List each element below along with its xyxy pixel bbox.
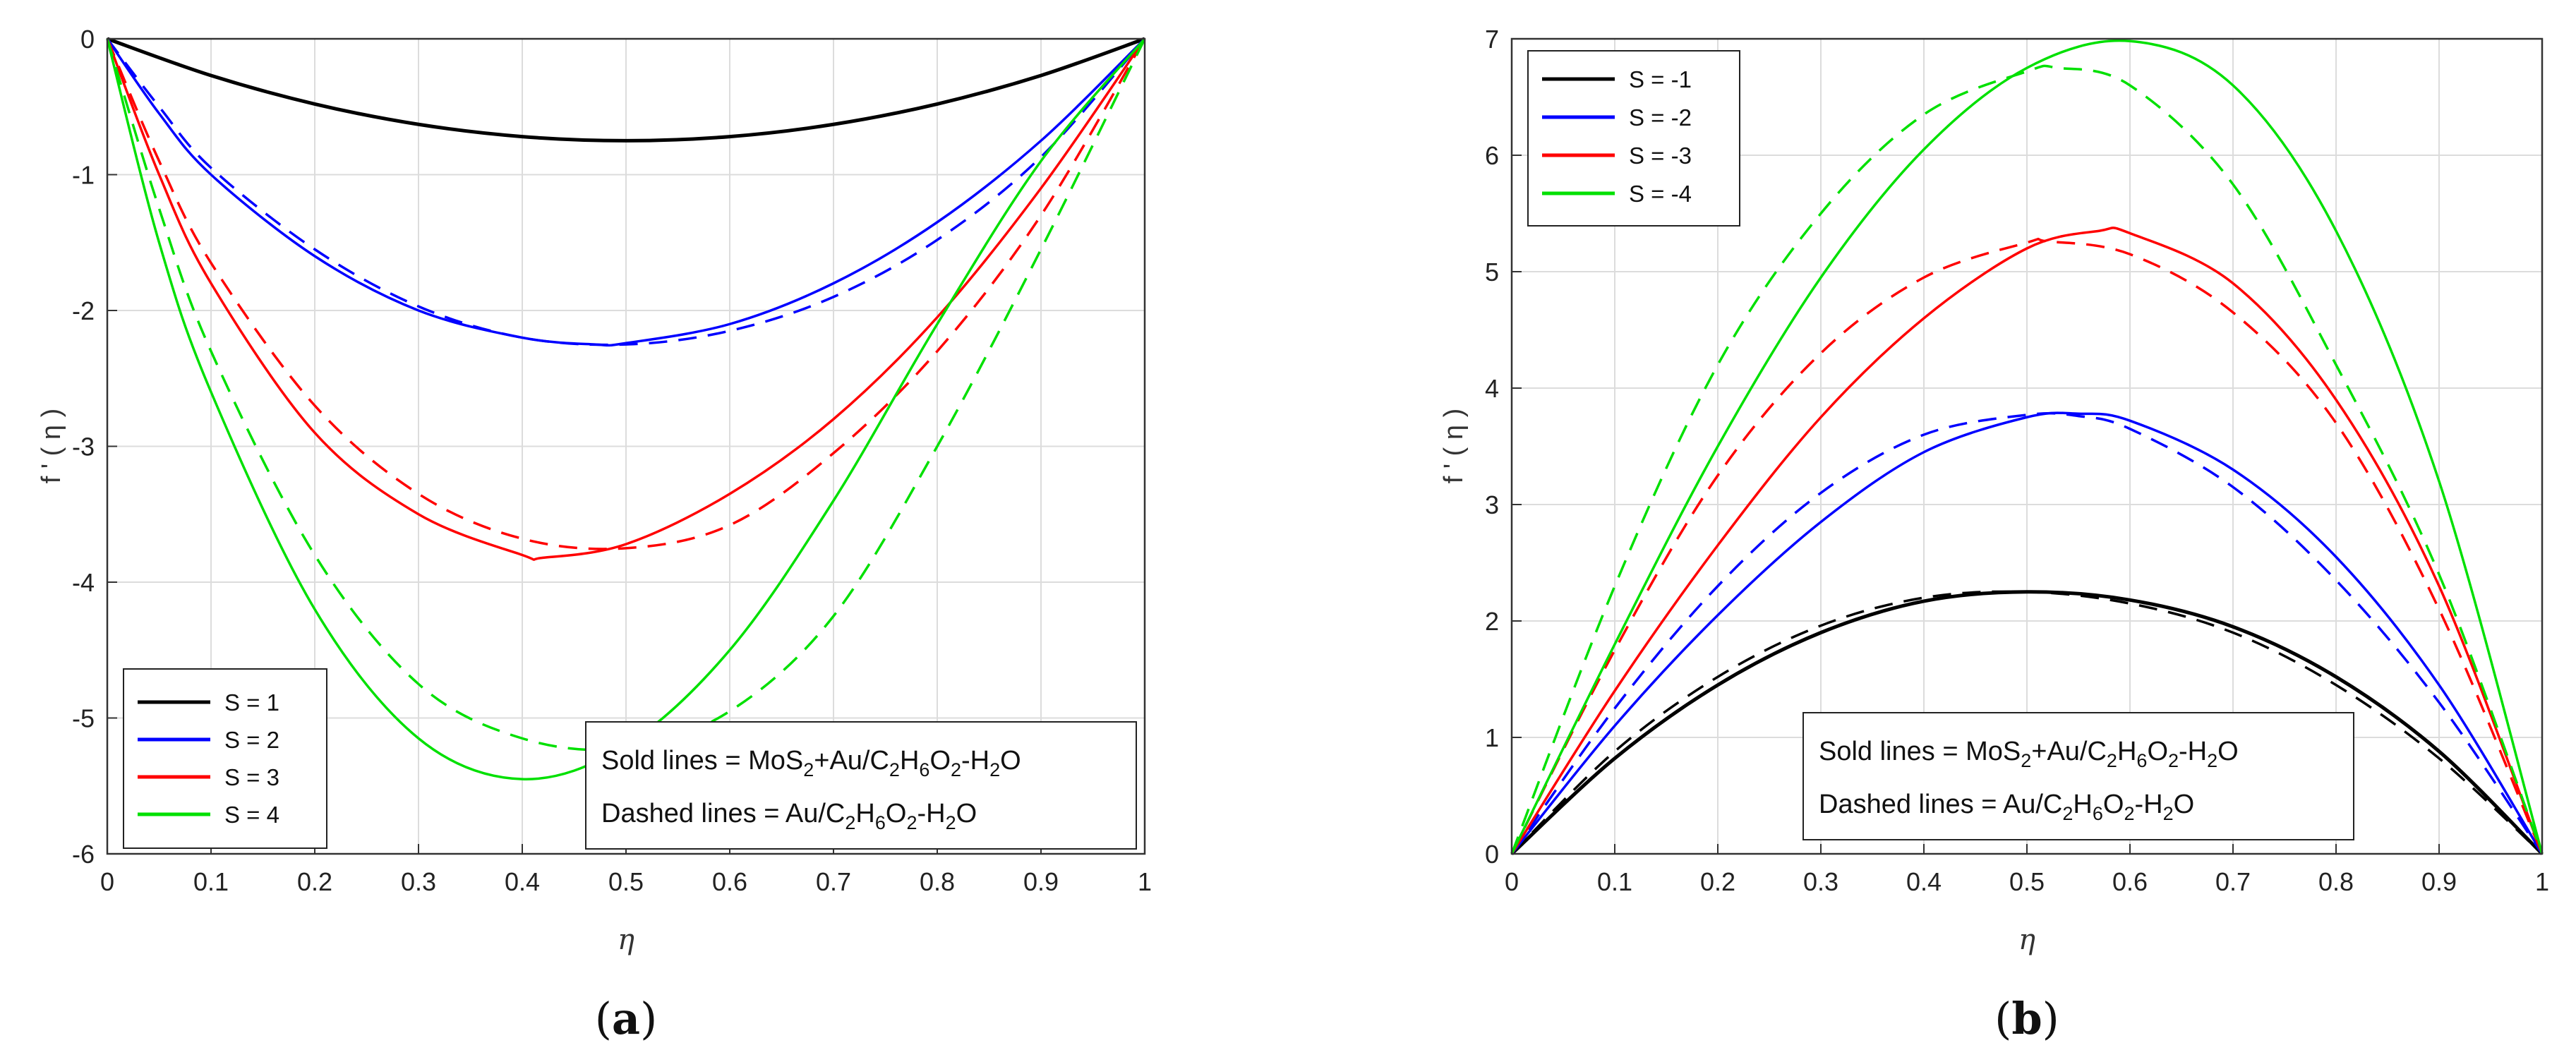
caption-open-paren: ( [1994, 993, 2011, 1044]
legend-label: S = -3 [1629, 143, 1692, 169]
y-tick-label: -6 [72, 840, 95, 869]
note-dashed-a: Dashed lines = Au/C2H6O2-H2O [601, 799, 977, 833]
x-axis-label-a: η [618, 924, 634, 956]
caption-letter-a: a [612, 993, 640, 1044]
x-tick-label: 0 [100, 867, 114, 896]
legend-label: S = -4 [1629, 181, 1692, 207]
legend-entry: S = 3 [138, 764, 279, 790]
x-tick-label: 1 [1138, 867, 1152, 896]
caption-b: (b) [1994, 993, 2059, 1044]
legend-label: S = 4 [224, 802, 279, 828]
y-tick-label: 6 [1485, 141, 1499, 170]
legend-entry: S = 4 [138, 802, 279, 828]
caption-open-paren: ( [595, 993, 612, 1044]
series-line-s-4-dashed [1510, 64, 2544, 855]
caption-a: (a) [595, 993, 658, 1044]
ticks-b: 0 0.1 0.2 0.3 0.4 0.5 0.6 0.7 0.8 0.9 1 0 1 2 3 4 5 6 7 [1485, 25, 2549, 896]
legend-entry: S = -3 [1542, 143, 1692, 169]
x-tick-label: 0.5 [608, 867, 644, 896]
legend-entry: S = 2 [138, 727, 279, 753]
series-group-a [106, 37, 1146, 780]
y-tick-label: 3 [1485, 490, 1499, 519]
legend-label: S = 2 [224, 727, 279, 753]
annotation-frame-b [1802, 712, 2354, 840]
y-tick-label: -3 [72, 433, 95, 461]
series-line-s-3-solid [1510, 227, 2544, 855]
x-axis-label-b: η [2018, 924, 2035, 956]
annotation-box-a: Sold lines = MoS2+Au/C2H6O2-H2O Dashed l… [585, 721, 1137, 850]
y-axis-label-b: f ' ( η ) [1439, 409, 1469, 484]
y-axis-label-a: f ' ( η ) [37, 409, 66, 484]
series-line-s4-dashed [106, 38, 1146, 752]
y-tick-label: -4 [72, 568, 95, 597]
x-tick-label: 0.2 [297, 867, 332, 896]
x-tick-label: 0.8 [920, 867, 955, 896]
legend-label: S = 1 [224, 689, 279, 716]
ticks-a: 0 0.1 0.2 0.3 0.4 0.5 0.6 0.7 0.8 0.9 1 -6 -5 -4 -3 -2 -… [72, 25, 1152, 896]
x-tick-label: 0.3 [401, 867, 436, 896]
caption-close-paren: ) [2042, 993, 2059, 1044]
series-line-s-3-dashed [1510, 237, 2544, 855]
x-tick-label: 0.6 [2112, 867, 2148, 896]
y-tick-label: 7 [1485, 25, 1499, 54]
y-tick-label: 1 [1485, 723, 1499, 752]
note-solid-b: Sold lines = MoS2+Au/C2H6O2-H2O [1819, 737, 2239, 771]
y-tick-label: 4 [1485, 374, 1499, 403]
y-tick-label: 2 [1485, 607, 1499, 636]
series-line-s3-dashed [106, 38, 1146, 550]
legend-entry: S = -2 [1542, 104, 1692, 131]
x-tick-label: 0.9 [2421, 867, 2457, 896]
x-tick-label: 0.6 [712, 867, 747, 896]
x-tick-label: 0.2 [1700, 867, 1735, 896]
series-line-s3-solid [106, 38, 1146, 561]
series-line-s1-dashed [107, 37, 1145, 143]
annotation-box-b: Sold lines = MoS2+Au/C2H6O2-H2O Dashed l… [1802, 712, 2354, 840]
y-tick-label: 0 [80, 25, 95, 54]
y-tick-label: -2 [72, 296, 95, 325]
x-tick-label: 0.5 [2009, 867, 2045, 896]
caption-close-paren: ) [640, 993, 657, 1044]
legend-label: S = 3 [224, 764, 279, 790]
note-dashed-b: Dashed lines = Au/C2H6O2-H2O [1819, 790, 2194, 824]
x-tick-label: 0 [1505, 867, 1519, 896]
legend-entry: S = 1 [138, 689, 279, 716]
x-tick-label: 0.4 [505, 867, 540, 896]
x-tick-label: 1 [2535, 867, 2549, 896]
x-tick-label: 0.4 [1906, 867, 1942, 896]
legend-box-a [123, 668, 327, 849]
x-tick-label: 0.3 [1803, 867, 1838, 896]
x-tick-label: 0.8 [2318, 867, 2354, 896]
x-tick-label: 0.1 [193, 867, 229, 896]
caption-letter-b: b [2011, 993, 2042, 1044]
x-tick-label: 0.7 [816, 867, 851, 896]
series-line-s2-dashed [106, 37, 1146, 346]
annotation-frame-a [585, 721, 1137, 850]
x-tick-label: 0.9 [1023, 867, 1059, 896]
series-group-b [1510, 39, 2544, 855]
legend-b: S = -1 S = -2 S = -3 S = -4 [1527, 50, 1740, 227]
series-line-s-4-solid [1510, 39, 2544, 855]
x-tick-label: 0.7 [2215, 867, 2251, 896]
legend-entry: S = -1 [1542, 66, 1692, 92]
series-line-s4-solid [106, 37, 1146, 780]
y-tick-label: 5 [1485, 258, 1499, 286]
note-solid-a: Sold lines = MoS2+Au/C2H6O2-H2O [601, 746, 1021, 780]
y-tick-label: 0 [1485, 840, 1499, 869]
y-tick-label: -1 [72, 161, 95, 190]
series-line-s-1-dashed [1510, 590, 2544, 855]
series-line-s-2-dashed [1510, 411, 2544, 855]
x-tick-label: 0.1 [1597, 867, 1632, 896]
legend-entry: S = -4 [1542, 181, 1692, 207]
legend-label: S = -2 [1629, 104, 1692, 131]
chart-panel-a: 0 0.1 0.2 0.3 0.4 0.5 0.6 0.7 0.8 0.9 1 -6 -5 -4 -3 -2 -… [37, 25, 1152, 1044]
legend-label: S = -1 [1629, 66, 1692, 92]
legend-a: S = 1 S = 2 S = 3 S = 4 [123, 668, 327, 849]
y-tick-label: -5 [72, 704, 95, 733]
